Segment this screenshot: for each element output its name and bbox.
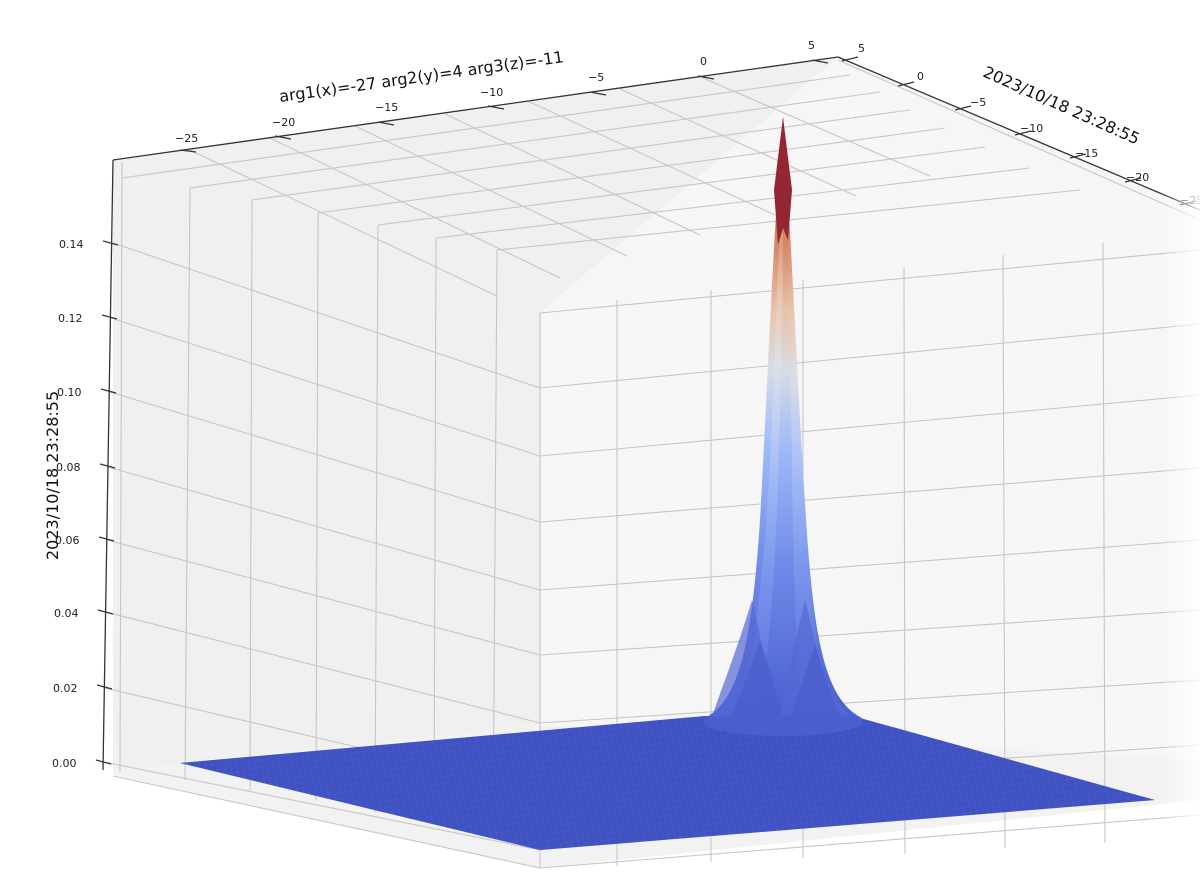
x-axis-ticks <box>179 59 829 153</box>
y-tick-label: −25 <box>1180 194 1200 207</box>
z-tick-label: 0.14 <box>59 238 84 251</box>
z-axis-ticks <box>95 240 119 765</box>
z-tick-label: 0.00 <box>52 757 77 770</box>
z-tick-label: 0.12 <box>58 312 83 325</box>
x-tick-label: −15 <box>375 101 398 114</box>
x-tick-label: 5 <box>808 39 815 52</box>
y-tick-label: 0 <box>917 70 924 83</box>
chart-title: arg1(x)=-27 arg2(y)=4 arg3(z)=-11 <box>278 47 565 106</box>
pane-right <box>540 57 1200 760</box>
z-tick-label: 0.02 <box>53 682 78 695</box>
x-tick-label: 0 <box>700 55 707 68</box>
y-tick-label: −5 <box>970 96 986 109</box>
y-axis-tick-labels: 5 0 −5 −10 −15 −20 −25 <box>858 42 1200 207</box>
z-axis-tick-labels: 0.00 0.02 0.04 0.06 0.08 0.10 0.12 0.14 <box>52 238 84 770</box>
z-tick-label: 0.08 <box>56 461 81 474</box>
pane-left <box>113 57 838 770</box>
surface <box>180 117 1155 850</box>
z-tick-label: 0.06 <box>55 534 80 547</box>
z-tick-label: 0.04 <box>54 607 79 620</box>
z-axis-title: 2023/10/18 23:28:55 <box>43 391 62 560</box>
y-tick-label: −20 <box>1126 171 1149 184</box>
surface-peak <box>705 117 862 718</box>
y-tick-label: −10 <box>1020 122 1043 135</box>
gridlines <box>103 59 1200 869</box>
y-tick-label: 5 <box>858 42 865 55</box>
x-tick-label: −5 <box>588 71 604 84</box>
x-tick-label: −20 <box>272 116 295 129</box>
x-tick-label: −25 <box>175 132 198 145</box>
z-axis-line <box>102 159 114 771</box>
x-axis-line <box>112 56 839 161</box>
x-axis-tick-labels: −25 −20 −15 −10 −5 0 5 <box>175 39 815 145</box>
surface-floor <box>180 716 1155 850</box>
z-tick-label: 0.10 <box>57 386 82 399</box>
y-tick-label: −15 <box>1075 147 1098 160</box>
x-tick-label: −10 <box>480 86 503 99</box>
